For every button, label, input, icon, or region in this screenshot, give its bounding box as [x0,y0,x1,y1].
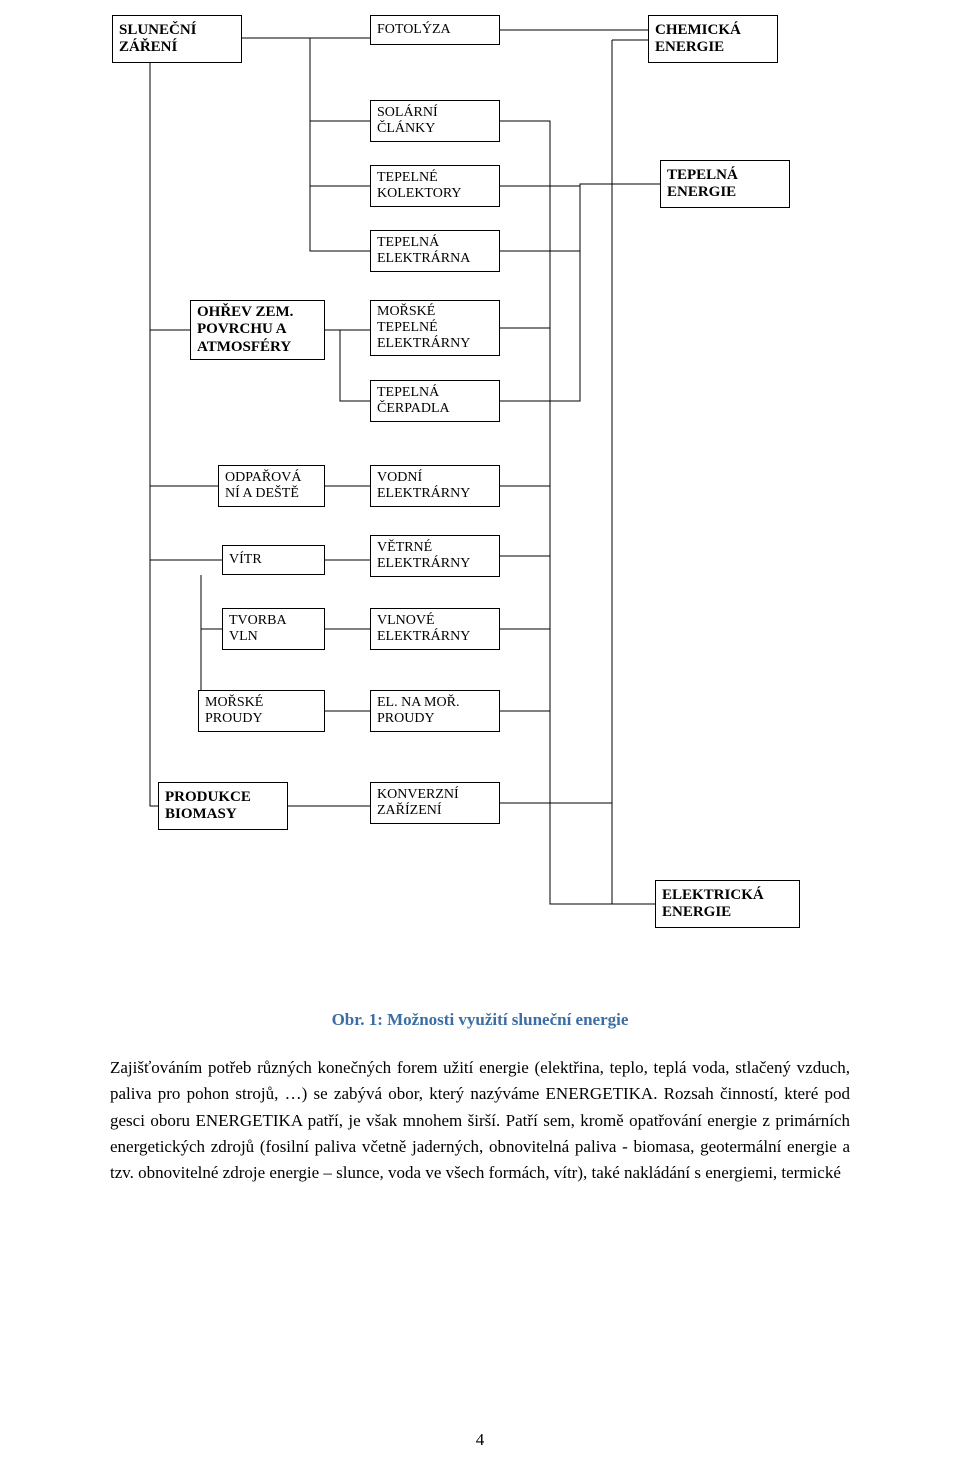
diagram-node-fotolyza: FOTOLÝZA [370,15,500,45]
diagram-node-tepelna_en: TEPELNÁ ENERGIE [660,160,790,208]
diagram-node-tep_cerp: TEPELNÁ ČERPADLA [370,380,500,422]
diagram-node-el_na_mor: EL. NA MOŘ. PROUDY [370,690,500,732]
page: SLUNEČNÍ ZÁŘENÍ FOTOLÝZA CHEMICKÁ ENERGIE S… [0,0,960,1481]
diagram-node-morske_pr: MOŘSKÉ PROUDY [198,690,325,732]
diagram-node-solarni: SOLÁRNÍ ČLÁNKY [370,100,500,142]
diagram-node-elektricka: ELEKTRICKÁ ENERGIE [655,880,800,928]
diagram-node-tvorba_vln: TVORBA VLN [222,608,325,650]
diagram-node-odpar: ODPAŘOVÁ NÍ A DEŠTĚ [218,465,325,507]
diagram-node-ohrev: OHŘEV ZEM. POVRCHU A ATMOSFÉRY [190,300,325,360]
diagram-node-tep_elektr: TEPELNÁ ELEKTRÁRNA [370,230,500,272]
diagram-node-konverzni: KONVERZNÍ ZAŘÍZENÍ [370,782,500,824]
diagram-node-biomasa: PRODUKCE BIOMASY [158,782,288,830]
diagram-node-slunecni: SLUNEČNÍ ZÁŘENÍ [112,15,242,63]
diagram-node-chemicka: CHEMICKÁ ENERGIE [648,15,778,63]
diagram-node-vodni_el: VODNÍ ELEKTRÁRNY [370,465,500,507]
diagram-node-vetrne_el: VĚTRNÉ ELEKTRÁRNY [370,535,500,577]
diagram-node-vitr: VÍTR [222,545,325,575]
diagram-node-kolektory: TEPELNÉ KOLEKTORY [370,165,500,207]
figure-caption: Obr. 1: Možnosti využití sluneční energi… [110,1010,850,1030]
page-number: 4 [0,1430,960,1450]
diagram-node-morske_tep: MOŘSKÉ TEPELNÉ ELEKTRÁRNY [370,300,500,356]
body-paragraph: Zajišťováním potřeb různých konečných fo… [110,1055,850,1187]
diagram-node-vlnove_el: VLNOVÉ ELEKTRÁRNY [370,608,500,650]
